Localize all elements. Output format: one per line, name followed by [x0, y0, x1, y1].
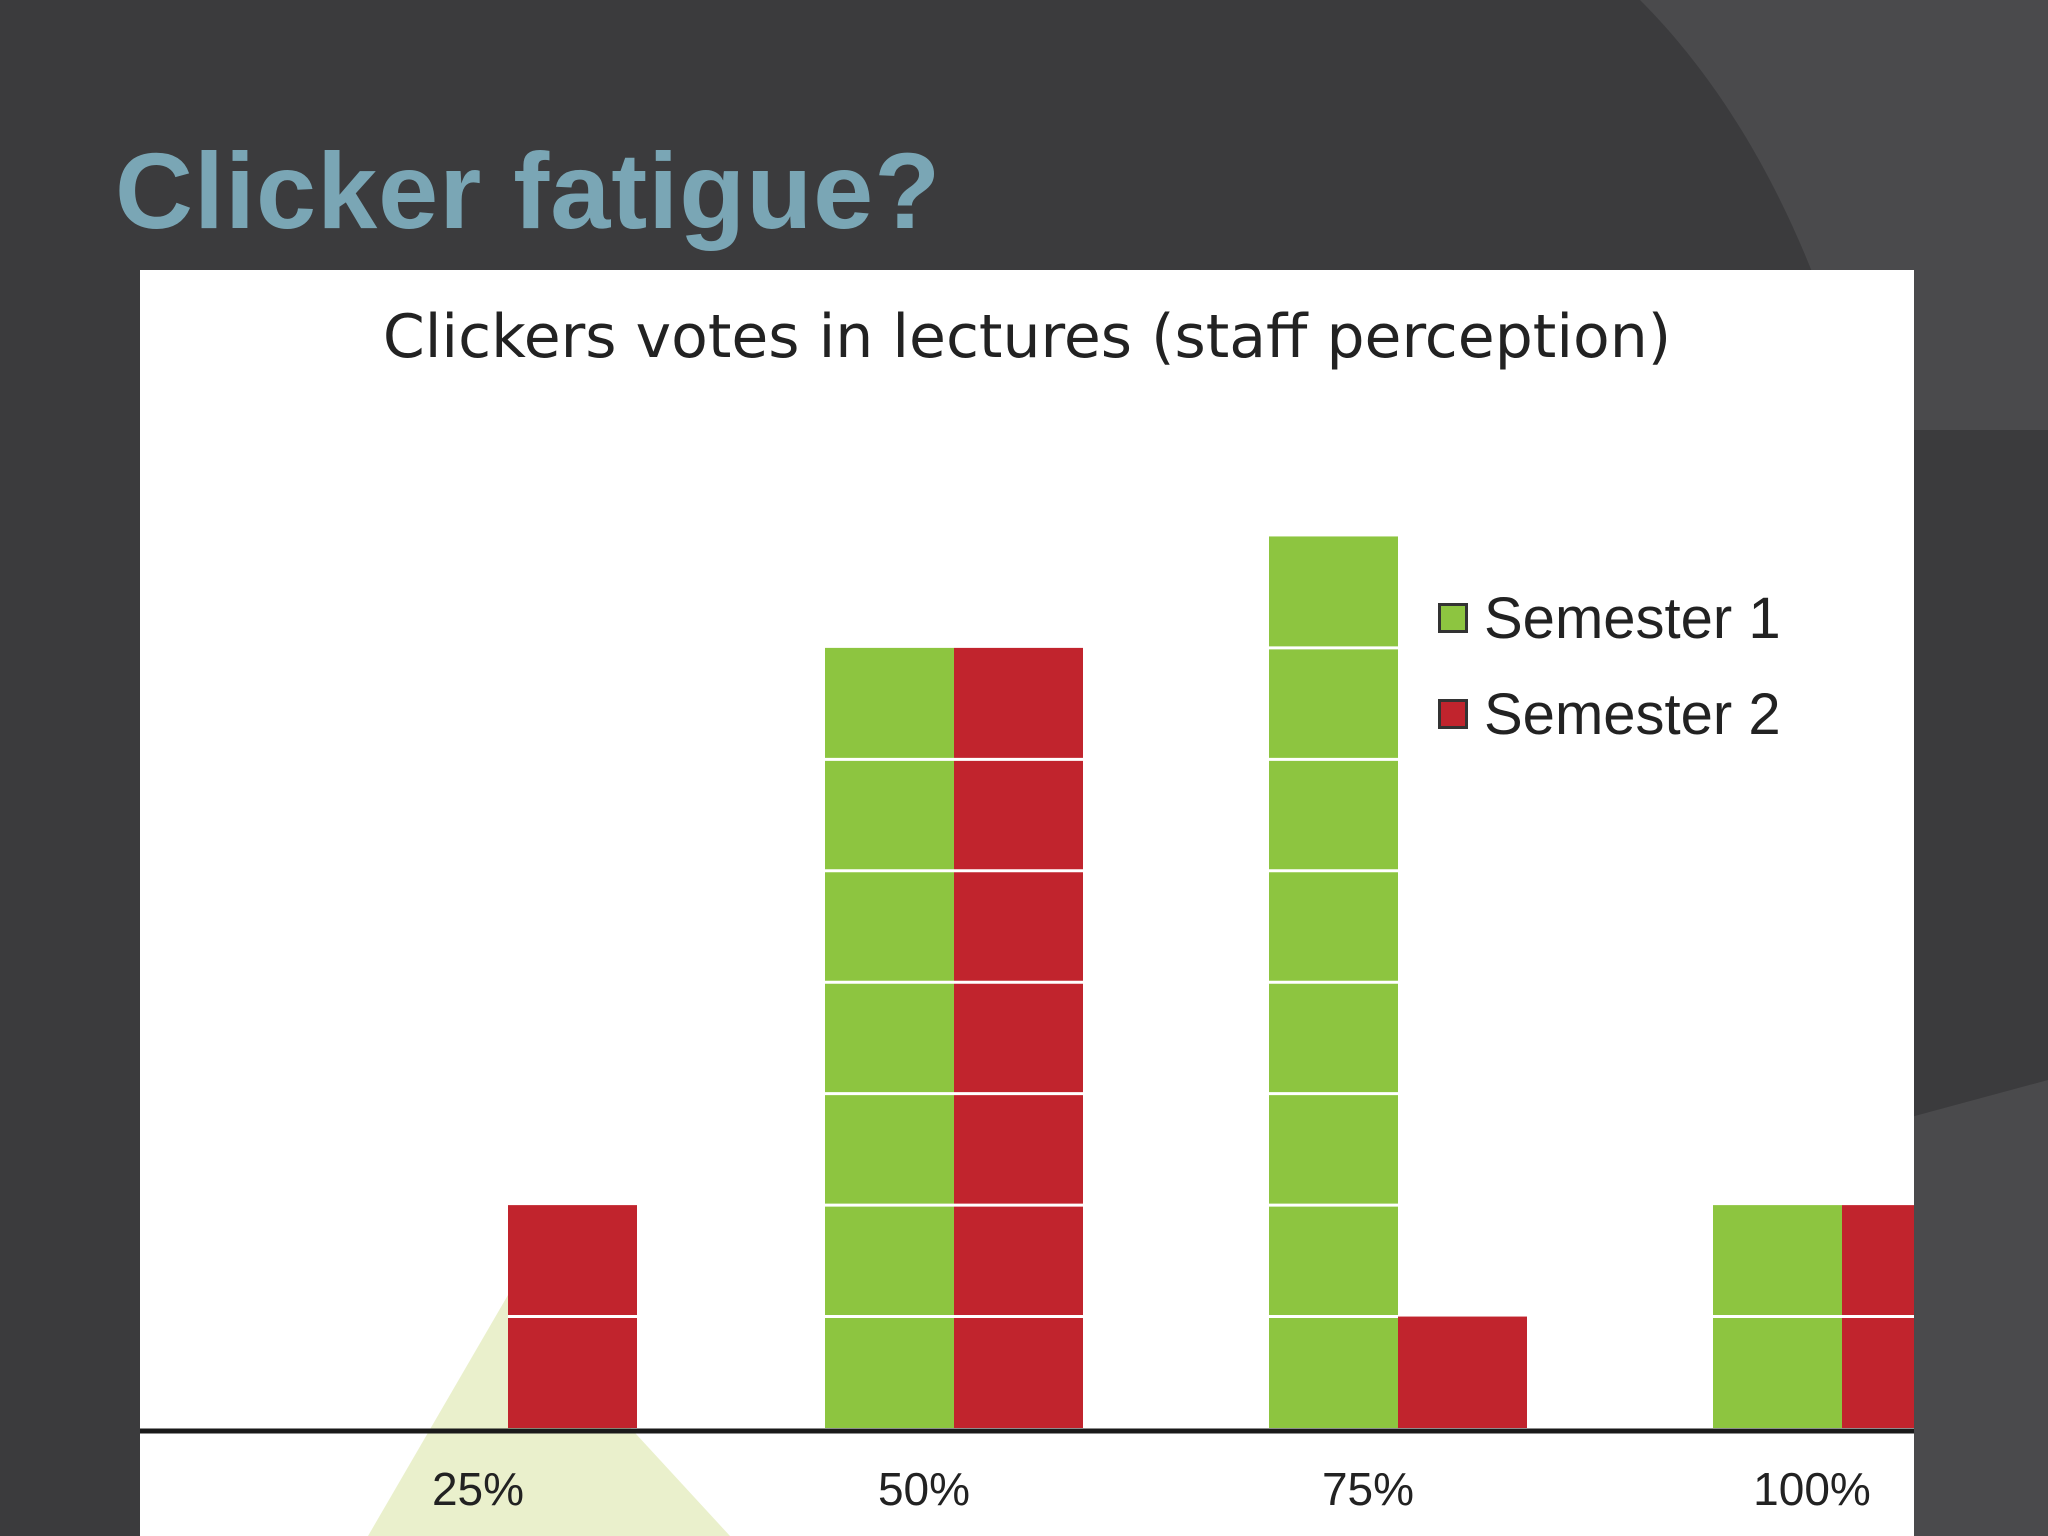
legend-swatch-semester-2 [1438, 699, 1468, 729]
legend-swatch-semester-1 [1438, 603, 1468, 633]
legend-label-semester-2: Semester 2 [1484, 681, 1781, 747]
decorative-pale-triangle-left [368, 1295, 508, 1536]
bar-75pct-series-2 [1398, 1316, 1527, 1428]
bar-50pct-series-2 [954, 647, 1083, 1428]
slide-title: Clicker fatigue? [115, 130, 942, 251]
chart-panel: 25% 50% 75% 100% Clickers votes in lectures… [140, 270, 1914, 1536]
background-corner-shape [1900, 1080, 2048, 1536]
bar-chart: 25% 50% 75% 100% [140, 536, 1914, 1536]
chart-legend: Semester 1 Semester 2 [1438, 570, 1781, 762]
x-tick-label-75pct: 75% [1322, 1463, 1414, 1515]
legend-label-semester-1: Semester 1 [1484, 585, 1781, 651]
x-tick-label-25pct: 25% [432, 1463, 524, 1515]
x-tick-label-50pct: 50% [878, 1463, 970, 1515]
background-arc-shape [1640, 0, 2048, 430]
bars-layer [368, 536, 1914, 1536]
x-tick-labels: 25% 50% 75% 100% [432, 1463, 1871, 1515]
chart-title: Clickers votes in lectures (staff percep… [382, 302, 1672, 372]
legend-item-semester-2: Semester 2 [1438, 666, 1781, 762]
legend-item-semester-1: Semester 1 [1438, 570, 1781, 666]
bar-50pct-series-1 [825, 647, 954, 1428]
x-tick-label-100pct: 100% [1753, 1463, 1871, 1515]
